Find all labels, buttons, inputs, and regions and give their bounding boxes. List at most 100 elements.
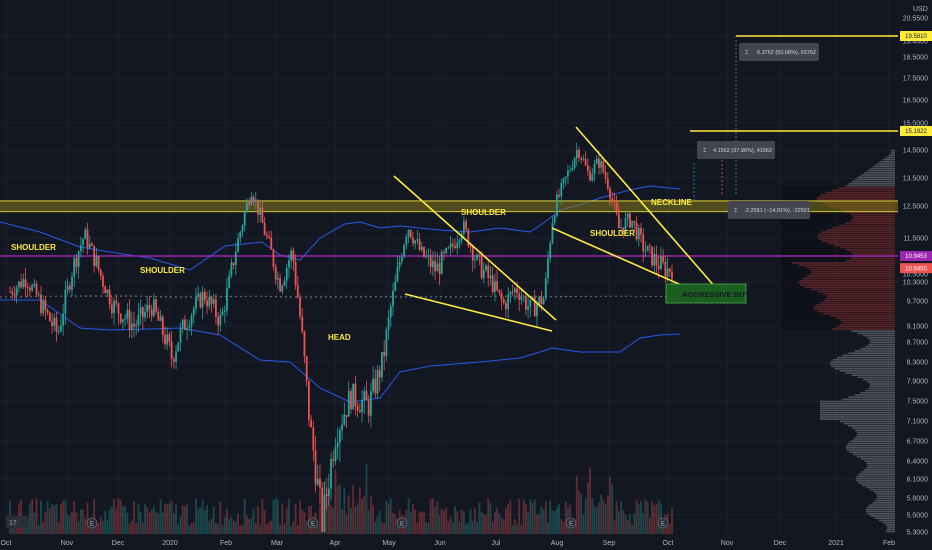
volume-bar [42,521,45,534]
candle [465,221,467,230]
candle [425,255,428,257]
candle [420,246,423,250]
volume-bar [582,514,585,534]
price-axis[interactable]: USD 20.550019.400018.500017.500016.50001… [898,0,932,550]
candle [456,242,459,249]
volume-bar [502,519,505,534]
volume-bar [447,521,450,534]
volume-bar [294,504,297,534]
volume-bar [79,509,82,534]
candle [148,304,151,310]
volume-bar [212,506,215,534]
earnings-marker[interactable] [565,517,577,529]
volume-bar [274,498,277,534]
volume-bar [241,524,244,534]
candle [569,169,572,171]
candle [653,254,656,266]
candle [657,265,660,270]
candle [263,222,266,235]
volume-bar [531,502,534,534]
volume-bar [228,518,231,534]
neckline-zone[interactable] [0,200,898,212]
volume-bar [613,520,616,534]
trendline-lower-1[interactable] [404,293,553,332]
candle [259,207,262,215]
candle [126,309,129,319]
candle [491,275,494,293]
profile-bar [802,277,895,280]
volume-bar [51,504,53,534]
volume-bar [334,469,337,534]
volume-bar [389,498,392,534]
aggressive-buy-box[interactable] [665,283,747,304]
candle [106,289,109,294]
volume-bar [374,521,377,534]
time-axis[interactable]: Oct Nov Dec 2020 Feb Mar Apr May Jun Jul Aug Sep Oct… [0,534,898,550]
volume-bar [500,517,503,534]
earnings-marker[interactable] [657,517,669,529]
volume-bar [451,522,454,534]
volume-bar [303,512,306,534]
candle [13,294,16,296]
profile-bar [817,198,895,200]
candle [580,157,583,160]
trendline-lower-2[interactable] [551,227,689,289]
earnings-marker[interactable] [307,517,319,529]
volume-bar [352,485,355,534]
profile-bar [876,497,895,500]
trendline-upper-1[interactable] [393,175,557,321]
volume-bar [633,513,636,534]
candle [476,254,479,260]
volume-bar [496,508,498,534]
volume-bar [75,512,78,534]
volume-bar [272,499,275,534]
profile-bar [840,246,895,249]
candle [372,378,375,392]
profile-bar [864,460,895,462]
volume-bar [239,525,242,534]
candle [345,414,348,417]
profile-bar [820,194,895,196]
profile-bar [839,224,895,227]
profile-bar [858,473,895,475]
volume-bar [467,522,470,534]
volume-bar [161,512,164,534]
volume-bar [485,515,487,534]
profile-bar [852,453,895,456]
candle [68,285,71,290]
measure-box-1[interactable] [739,43,819,61]
volume-bar [210,518,213,534]
candle [321,487,324,532]
volume-bar [208,520,211,534]
svg-text:17: 17 [9,520,17,527]
candle [496,281,498,290]
candle [582,159,585,161]
measure-box-3[interactable] [728,201,810,219]
volume-bar [600,494,603,534]
measure-box-2[interactable] [697,141,775,159]
earnings-marker[interactable] [396,517,408,529]
candle [55,317,58,332]
candle [141,307,144,318]
candle [549,242,552,259]
candle [124,318,127,320]
candle [445,248,448,253]
candle [283,280,286,286]
profile-bar [839,370,895,372]
candle [640,228,642,235]
earnings-marker[interactable] [86,517,98,529]
candle [170,341,173,359]
volume-bar [480,512,483,534]
candle [447,247,450,249]
volume-bar [141,522,144,534]
candle [270,237,273,250]
candle [64,289,67,314]
candle [527,306,529,310]
candle [73,257,76,277]
volume-bar [179,516,182,534]
candle [31,285,34,291]
candle [330,459,332,489]
trendline-upper-2[interactable] [575,126,717,289]
candle [192,308,195,316]
